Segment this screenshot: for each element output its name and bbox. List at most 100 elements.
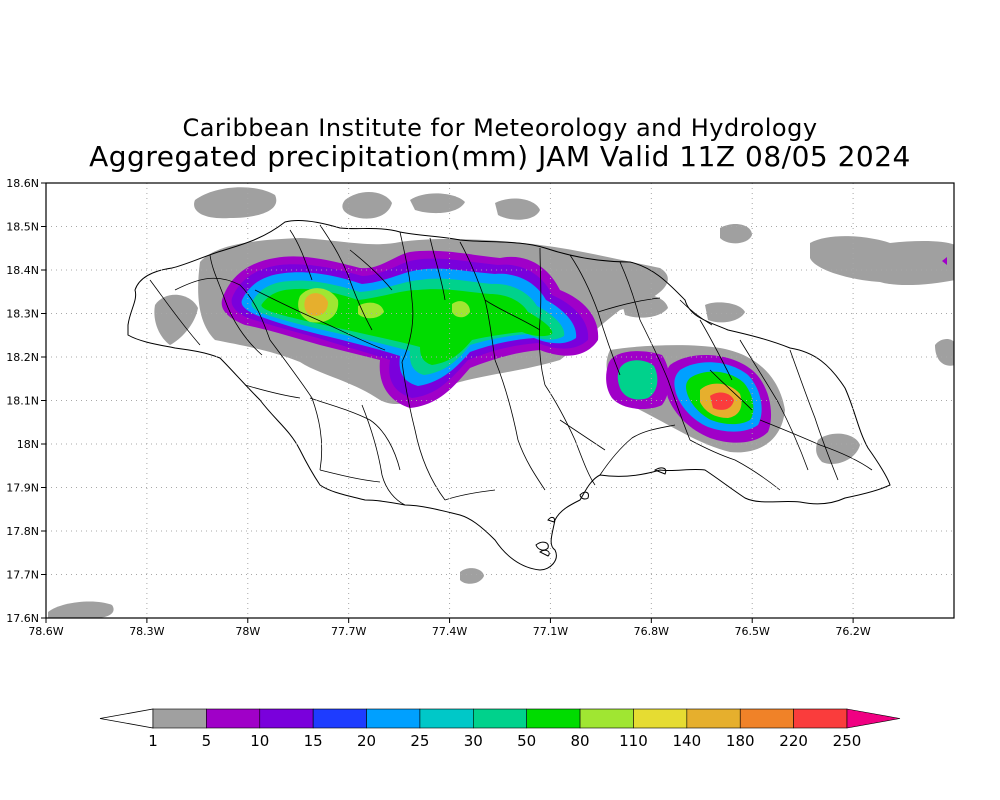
island-2 (539, 549, 550, 557)
legend-label: 15 (304, 732, 323, 750)
trace-area-1 (194, 187, 277, 219)
legend-swatch (206, 708, 261, 729)
east-blob-1-contour-30 (617, 360, 658, 400)
boundary-14 (484, 299, 541, 331)
boundary-18 (569, 254, 621, 376)
boundary-20 (619, 261, 641, 321)
boundary-28 (559, 419, 606, 451)
x-tick-label: 76.5W (735, 625, 770, 638)
legend-swatch (312, 708, 367, 729)
legend-label: 80 (571, 732, 590, 750)
boundary-24 (739, 339, 809, 471)
trace-area-11 (705, 302, 745, 323)
y-tick-label: 18.3N (6, 308, 39, 321)
legend-swatch (739, 708, 794, 729)
legend-swatch (473, 708, 527, 729)
island-4 (653, 467, 667, 475)
boundary-16 (494, 359, 546, 491)
boundary-27 (599, 424, 676, 476)
x-tick-label: 77.4W (432, 625, 467, 638)
boundary-8 (309, 397, 401, 471)
boundary-2 (174, 277, 271, 341)
map-title: Caribbean Institute for Meteorology and … (182, 114, 818, 142)
legend-swatch (419, 708, 474, 729)
trace-area-6 (810, 236, 954, 286)
legend-label: 110 (619, 732, 648, 750)
trace-area-12 (460, 568, 484, 584)
x-tick-label: 77.1W (533, 625, 568, 638)
x-tick-label: 76.2W (835, 625, 870, 638)
trace-area-5 (720, 224, 752, 244)
boundary-5 (254, 289, 386, 351)
longitude-axis: 78.6W 78.3W 78W 77.7W 77.4W 77.1W 76.8W 76.5W 76… (28, 618, 871, 638)
rain-core-140-a (304, 293, 328, 316)
y-tick-label: 17.9N (6, 482, 39, 495)
legend-swatch (793, 708, 848, 729)
legend-label: 180 (726, 732, 755, 750)
trace-area-9 (154, 294, 198, 345)
map-subtitle: Aggregated precipitation(mm) JAM Valid 1… (89, 140, 911, 173)
y-tick-label: 18.2N (6, 351, 39, 364)
y-tick-label: 18.6N (6, 177, 39, 190)
legend-label: 50 (517, 732, 536, 750)
trace-area-10 (620, 293, 668, 318)
island-1 (535, 541, 549, 551)
boundary-11 (401, 361, 446, 501)
boundary-3 (209, 254, 263, 356)
legend-label: 1 (148, 732, 158, 750)
legend-label: 5 (202, 732, 212, 750)
boundary-25 (789, 349, 839, 481)
parish-boundaries (149, 224, 873, 506)
boundary-22 (689, 439, 781, 491)
boundary-29 (444, 489, 496, 501)
y-tick-label: 18.5N (6, 221, 39, 234)
boundary-12 (429, 237, 446, 301)
legend-label: 250 (833, 732, 862, 750)
boundary-21 (639, 319, 691, 441)
y-tick-label: 17.8N (6, 525, 39, 538)
boundary-32 (349, 249, 393, 291)
boundary-19 (597, 297, 661, 313)
trace-area-7 (935, 339, 954, 366)
boundary-23 (699, 319, 733, 381)
edge-marker (942, 257, 947, 265)
boundary-4 (269, 339, 323, 471)
legend-swatch (686, 708, 741, 729)
boundary-26 (759, 419, 873, 471)
east-blob-2-contour-220 (710, 392, 734, 410)
x-tick-label: 76.8W (634, 625, 669, 638)
jamaica-outline (127, 219, 891, 571)
trace-areas (48, 187, 954, 618)
legend-swatch (152, 708, 207, 729)
precipitation-field (48, 187, 954, 618)
rain-band-west (221, 250, 599, 408)
legend-label: 140 (673, 732, 702, 750)
x-tick-label: 78.3W (129, 625, 164, 638)
trace-area-13 (48, 601, 114, 618)
trace-area-3 (410, 193, 465, 214)
legend-swatch (633, 708, 688, 729)
boundary-9 (361, 404, 406, 506)
island-5 (547, 516, 555, 523)
boundary-15 (538, 247, 546, 386)
y-tick-label: 18N (17, 438, 39, 451)
rain-core-80-b (358, 302, 384, 319)
legend-label: 220 (779, 732, 808, 750)
color-legend: 1 5 10 15 20 25 30 50 80 110 140 180 220 250 (99, 708, 901, 750)
boundary-7 (319, 224, 373, 331)
legend-under-arrow (99, 708, 154, 729)
x-tick-label: 78W (235, 625, 260, 638)
trace-area-4 (495, 198, 540, 220)
y-tick-label: 18.4N (6, 264, 39, 277)
boundary-31 (244, 384, 301, 399)
y-tick-label: 17.7N (6, 569, 39, 582)
y-tick-label: 17.6N (6, 612, 39, 625)
boundary-6 (289, 229, 313, 281)
boundary-10 (399, 231, 414, 363)
latitude-axis: 17.6N 17.7N 17.8N 17.9N 18N 18.1N 18.2N 18.3N 18… (6, 177, 46, 625)
x-tick-label: 77.7W (331, 625, 366, 638)
legend-label: 25 (410, 732, 429, 750)
legend-label: 20 (357, 732, 376, 750)
legend-swatch (526, 708, 581, 729)
